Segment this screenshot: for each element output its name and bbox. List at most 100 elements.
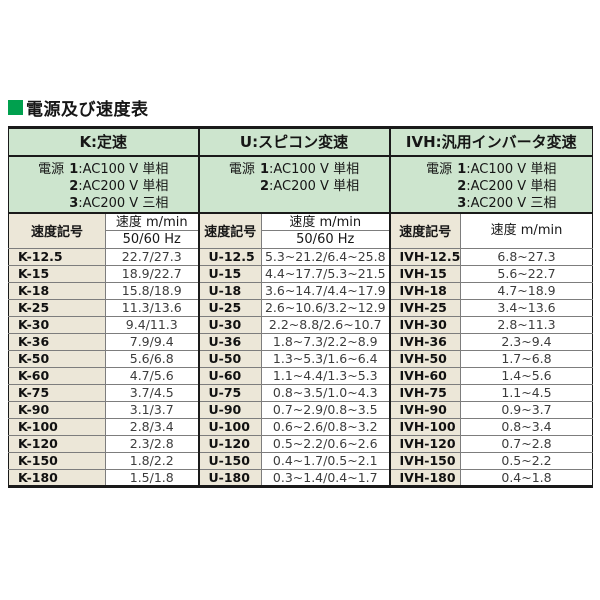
- speed-code-cell: U-12.5: [197, 247, 262, 265]
- speed-value-cell: 0.9~3.7: [460, 400, 593, 418]
- power-label: 電源: [38, 161, 65, 177]
- group-header-row: K:定速 U:スピコン変速 IVH:汎用インバータ変速: [8, 127, 593, 157]
- power-option: 2:AC200 V 単相: [457, 178, 557, 194]
- speed-unit-label: 速度 m/min: [106, 214, 198, 231]
- speed-value-cell: 0.7~2.8: [460, 434, 593, 452]
- speed-value-cell: 2.6~10.6/3.2~12.9: [261, 298, 390, 316]
- power-option: 2:AC200 V 単相: [259, 178, 360, 194]
- speed-value-cell: 1.7~6.8: [460, 349, 593, 367]
- speed-value-cell: 2.3/2.8: [105, 434, 199, 452]
- speed-code-cell: K-15: [8, 264, 106, 282]
- speed-code-cell: U-75: [197, 383, 262, 401]
- speed-code-cell: K-50: [8, 349, 106, 367]
- speed-code-cell: U-60: [197, 366, 262, 384]
- power-info-ivh: 電源 1:AC100 V 単相 2:AC200 V 単相 3:AC200 V 三…: [388, 155, 593, 214]
- speed-value-cell: 0.4~1.7/0.5~2.1: [261, 451, 390, 469]
- speed-code-cell: K-75: [8, 383, 106, 401]
- speed-code-cell: K-30: [8, 315, 106, 333]
- table-row: K-150 1.8/2.2 U-150 0.4~1.7/0.5~2.1 IVH-150 0…: [8, 451, 593, 469]
- speed-value-cell: 15.8/18.9: [105, 281, 199, 299]
- power-option: 3:AC200 V 三相: [457, 195, 557, 211]
- group-header-ivh: IVH:汎用インバータ変速: [388, 127, 593, 157]
- speed-value-cell: 1.3~5.3/1.6~6.4: [261, 349, 390, 367]
- speed-code-cell: IVH-75: [388, 383, 461, 401]
- group-header-u: U:スピコン変速: [197, 127, 390, 157]
- table-row: K-36 7.9/9.4 U-36 1.8~7.3/2.2~8.9 IVH-36 2.3~…: [8, 332, 593, 350]
- speed-code-cell: K-12.5: [8, 247, 106, 265]
- speed-value-cell: 0.3~1.4/0.4~1.7: [261, 468, 390, 486]
- column-header-row: 速度記号 速度 m/min 50/60 Hz 速度記号 速度 m/min 50/…: [8, 212, 593, 249]
- table-row: K-12.5 22.7/27.3 U-12.5 5.3~21.2/6.4~25.8 IV…: [8, 247, 593, 265]
- speed-header-ivh: 速度 m/min: [460, 212, 593, 249]
- speed-value-cell: 0.5~2.2: [460, 451, 593, 469]
- speed-value-cell: 4.7~18.9: [460, 281, 593, 299]
- speed-value-cell: 5.6/6.8: [105, 349, 199, 367]
- speed-code-cell: IVH-60: [388, 366, 461, 384]
- speed-value-cell: 2.2~8.8/2.6~10.7: [261, 315, 390, 333]
- speed-code-cell: U-25: [197, 298, 262, 316]
- speed-value-cell: 4.7/5.6: [105, 366, 199, 384]
- table-row: K-60 4.7/5.6 U-60 1.1~4.4/1.3~5.3 IVH-60 1.4~…: [8, 366, 593, 384]
- speed-code-header-u: 速度記号: [197, 212, 262, 249]
- speed-value-cell: 0.7~2.9/0.8~3.5: [261, 400, 390, 418]
- speed-value-cell: 0.4~1.8: [460, 468, 593, 486]
- speed-value-cell: 3.1/3.7: [105, 400, 199, 418]
- speed-code-cell: K-150: [8, 451, 106, 469]
- speed-value-cell: 7.9/9.4: [105, 332, 199, 350]
- speed-value-cell: 4.4~17.7/5.3~21.5: [261, 264, 390, 282]
- speed-value-cell: 0.8~3.4: [460, 417, 593, 435]
- speed-unit-label: 速度 m/min: [490, 222, 563, 238]
- speed-code-cell: U-120: [197, 434, 262, 452]
- speed-value-cell: 2.8/3.4: [105, 417, 199, 435]
- power-option: 2:AC200 V 単相: [69, 178, 169, 194]
- speed-value-cell: 0.5~2.2/0.6~2.6: [261, 434, 390, 452]
- power-option: 3:AC200 V 三相: [69, 195, 169, 211]
- table-row: K-75 3.7/4.5 U-75 0.8~3.5/1.0~4.3 IVH-75 1.1~…: [8, 383, 593, 401]
- speed-value-cell: 2.3~9.4: [460, 332, 593, 350]
- speed-header-k: 速度 m/min 50/60 Hz: [105, 212, 199, 249]
- speed-code-cell: U-15: [197, 264, 262, 282]
- table-row: K-90 3.1/3.7 U-90 0.7~2.9/0.8~3.5 IVH-90 0.9~…: [8, 400, 593, 418]
- page-title: 電源及び速度表: [8, 95, 149, 120]
- speed-value-cell: 2.8~11.3: [460, 315, 593, 333]
- power-option: 1:AC100 V 単相: [457, 161, 557, 177]
- power-option: 1:AC100 V 単相: [69, 161, 169, 177]
- power-option: 1:AC100 V 単相: [259, 161, 360, 177]
- speed-value-cell: 1.8/2.2: [105, 451, 199, 469]
- speed-value-cell: 0.6~2.6/0.8~3.2: [261, 417, 390, 435]
- speed-value-cell: 3.4~13.6: [460, 298, 593, 316]
- table-row: K-15 18.9/22.7 U-15 4.4~17.7/5.3~21.5 IVH-15…: [8, 264, 593, 282]
- speed-code-cell: K-36: [8, 332, 106, 350]
- speed-code-cell: IVH-90: [388, 400, 461, 418]
- speed-value-cell: 6.8~27.3: [460, 247, 593, 265]
- speed-code-cell: K-18: [8, 281, 106, 299]
- group-header-k: K:定速: [8, 127, 199, 157]
- speed-code-cell: IVH-25: [388, 298, 461, 316]
- title-square-icon: [8, 100, 23, 115]
- table-row: K-180 1.5/1.8 U-180 0.3~1.4/0.4~1.7 IVH-180 0…: [8, 468, 593, 486]
- speed-value-cell: 1.1~4.5: [460, 383, 593, 401]
- hz-label: 50/60 Hz: [122, 231, 181, 247]
- speed-code-cell: K-100: [8, 417, 106, 435]
- speed-code-cell: IVH-18: [388, 281, 461, 299]
- speed-value-cell: 5.3~21.2/6.4~25.8: [261, 247, 390, 265]
- table-row: K-120 2.3/2.8 U-120 0.5~2.2/0.6~2.6 IVH-120 0…: [8, 434, 593, 452]
- power-info-u: 電源 1:AC100 V 単相 2:AC200 V 単相: [197, 155, 390, 214]
- table-row: K-100 2.8/3.4 U-100 0.6~2.6/0.8~3.2 IVH-100 0…: [8, 417, 593, 435]
- table-row: K-50 5.6/6.8 U-50 1.3~5.3/1.6~6.4 IVH-50 1.7~…: [8, 349, 593, 367]
- speed-code-cell: U-50: [197, 349, 262, 367]
- hz-label: 50/60 Hz: [296, 231, 355, 247]
- power-info-k: 電源 1:AC100 V 単相 2:AC200 V 単相 3:AC200 V 三…: [8, 155, 199, 214]
- speed-value-cell: 18.9/22.7: [105, 264, 199, 282]
- speed-code-cell: K-60: [8, 366, 106, 384]
- speed-code-cell: IVH-15: [388, 264, 461, 282]
- speed-code-cell: K-25: [8, 298, 106, 316]
- speed-value-cell: 9.4/11.3: [105, 315, 199, 333]
- speed-value-cell: 1.5/1.8: [105, 468, 199, 486]
- speed-code-cell: U-150: [197, 451, 262, 469]
- speed-code-cell: U-180: [197, 468, 262, 486]
- speed-value-cell: 1.1~4.4/1.3~5.3: [261, 366, 390, 384]
- speed-value-cell: 1.4~5.6: [460, 366, 593, 384]
- speed-code-cell: IVH-120: [388, 434, 461, 452]
- speed-code-cell: IVH-30: [388, 315, 461, 333]
